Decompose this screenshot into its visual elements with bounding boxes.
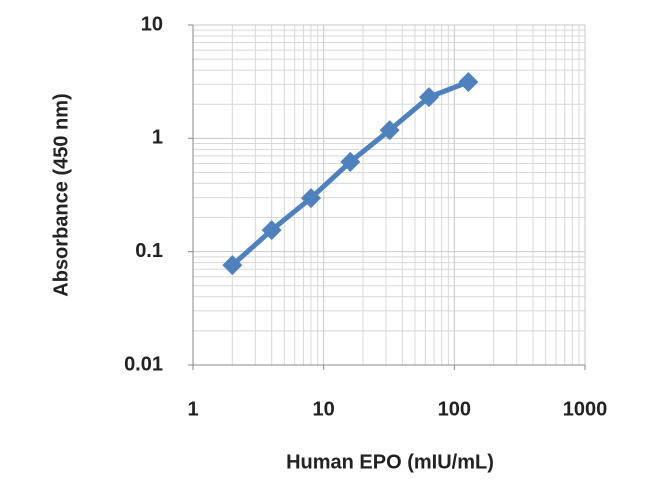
data-point	[301, 188, 322, 209]
x-axis-label: Human EPO (mIU/mL)	[286, 451, 494, 473]
data-point	[458, 72, 479, 93]
y-tick-label: 10	[141, 13, 163, 35]
y-tick-label: 0.01	[124, 353, 163, 375]
x-tick-label: 10	[313, 398, 335, 420]
y-tick-label: 0.1	[135, 240, 163, 262]
data-point	[261, 220, 282, 241]
y-tick-label: 1	[152, 127, 163, 149]
x-tick-label: 1	[187, 398, 198, 420]
data-point	[419, 87, 440, 108]
data-point	[340, 151, 361, 172]
data-point	[379, 120, 400, 141]
data-point	[222, 255, 243, 276]
x-tick-label: 1000	[563, 398, 608, 420]
x-tick-label: 100	[438, 398, 471, 420]
series-line	[230, 79, 470, 268]
y-axis-label: Absorbance (450 nm)	[50, 93, 72, 296]
